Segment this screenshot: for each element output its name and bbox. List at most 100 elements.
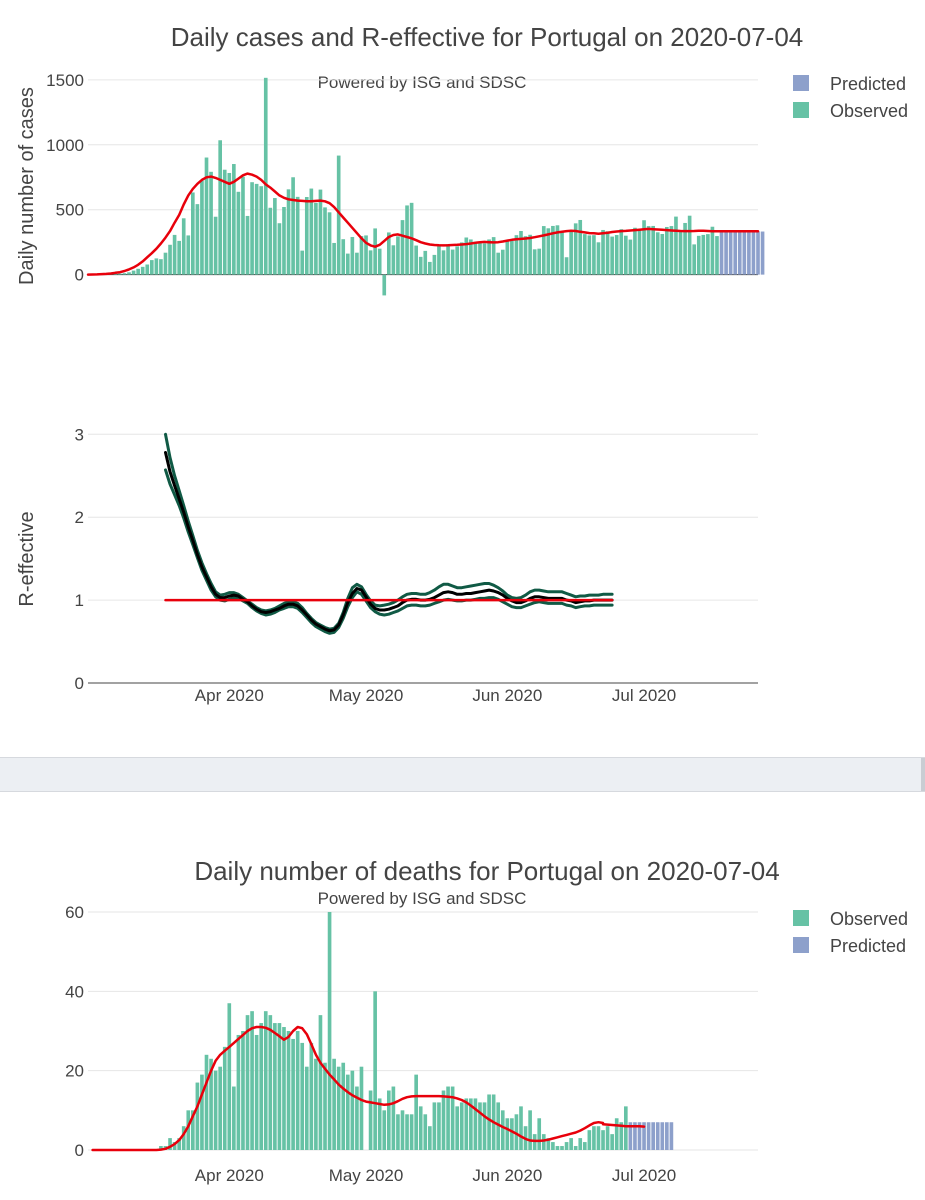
observed-bar <box>469 1098 473 1150</box>
predicted-bar <box>756 231 760 275</box>
observed-bar <box>418 1106 423 1150</box>
observed-bar <box>619 229 624 275</box>
observed-bar <box>605 231 610 275</box>
observed-bar <box>669 226 674 275</box>
legend-predicted-swatch[interactable] <box>793 937 809 953</box>
observed-bar <box>309 1042 314 1150</box>
observed-bar <box>327 212 332 275</box>
observed-bar <box>314 1058 318 1150</box>
x-tick-label: Apr 2020 <box>195 686 264 705</box>
legend-observed-label[interactable]: Observed <box>830 909 908 929</box>
observed-bar <box>304 196 309 275</box>
observed-bar <box>318 189 323 275</box>
y-tick-label: 60 <box>65 903 84 922</box>
observed-bar <box>350 236 355 275</box>
observed-bar <box>496 1102 501 1150</box>
observed-bar <box>391 1086 396 1150</box>
observed-bar <box>373 228 377 275</box>
r-x-ticks: Apr 2020 May 2020 Jun 2020 Jul 2020 <box>195 686 676 705</box>
observed-bar <box>651 225 655 275</box>
x-tick-label: Jun 2020 <box>472 1166 542 1185</box>
observed-bar <box>382 274 387 296</box>
observed-bar <box>628 239 633 275</box>
observed-bar <box>232 164 236 275</box>
observed-bar <box>683 222 687 275</box>
observed-bar <box>414 1074 418 1150</box>
observed-bar <box>646 226 651 275</box>
observed-bar <box>341 239 346 275</box>
legend-observed-swatch[interactable] <box>793 102 809 118</box>
observed-bar <box>478 1102 482 1150</box>
observed-bar <box>222 169 227 275</box>
observed-bar <box>259 1023 264 1150</box>
observed-bar <box>291 1038 295 1150</box>
legend-predicted-swatch[interactable] <box>793 75 809 91</box>
observed-bar <box>573 223 578 275</box>
observed-bar <box>236 191 241 275</box>
legend-observed-swatch[interactable] <box>793 910 809 926</box>
observed-bar <box>227 1003 232 1150</box>
smoothed-cases-line <box>86 172 719 276</box>
deaths-chart-subtitle: Powered by ISG and SDSC <box>318 889 527 908</box>
observed-bar <box>195 1082 200 1150</box>
observed-bar <box>254 183 259 275</box>
predicted-smoothed-deaths-line <box>601 1122 646 1128</box>
observed-bar <box>227 172 232 275</box>
predicted-bar <box>642 1122 646 1150</box>
predicted-bar <box>665 1122 669 1150</box>
legend-observed-label[interactable]: Observed <box>830 101 908 121</box>
observed-bar <box>514 1114 519 1150</box>
observed-bar <box>400 1110 405 1150</box>
x-tick-label: Apr 2020 <box>195 1166 264 1185</box>
cases-y-ticks: 0 500 1000 1500 <box>46 71 84 285</box>
y-tick-label: 0 <box>75 266 84 285</box>
observed-bar <box>364 235 368 275</box>
observed-bar <box>386 1090 391 1150</box>
observed-bar <box>345 1074 350 1150</box>
observed-bar <box>177 240 181 275</box>
smoothed-deaths-line <box>91 1025 605 1152</box>
observed-bar <box>218 140 222 275</box>
y-tick-label: 20 <box>65 1062 84 1081</box>
observed-bar <box>614 1118 619 1150</box>
predicted-bar <box>669 1122 674 1150</box>
observed-bar <box>678 230 683 275</box>
observed-bar <box>687 215 692 275</box>
observed-bar <box>450 249 455 275</box>
observed-bar <box>696 235 701 275</box>
observed-bar <box>405 1114 409 1150</box>
observed-bar <box>373 991 377 1150</box>
observed-bar <box>464 1098 469 1150</box>
observed-bar <box>277 223 282 275</box>
observed-bar <box>355 1086 359 1150</box>
deaths-legend[interactable]: Observed Predicted <box>793 909 908 956</box>
observed-bar <box>172 234 177 275</box>
observed-bar <box>624 235 628 275</box>
observed-bar <box>578 1138 583 1150</box>
observed-bar <box>177 1138 181 1150</box>
observed-bar <box>409 1114 414 1150</box>
observed-bar <box>441 250 446 275</box>
observed-bar <box>473 1098 478 1150</box>
cases-legend[interactable]: Predicted Observed <box>793 74 908 121</box>
scrollbar-track[interactable] <box>921 758 925 791</box>
cases-smoothed-line <box>86 172 760 276</box>
observed-bar <box>555 1146 560 1150</box>
observed-bar <box>241 176 245 275</box>
observed-bar <box>204 157 209 275</box>
observed-bar <box>295 196 300 275</box>
predicted-bar <box>628 1122 633 1150</box>
deaths-x-ticks: Apr 2020 May 2020 Jun 2020 Jul 2020 <box>195 1166 676 1185</box>
observed-bar <box>610 236 614 275</box>
observed-bar <box>209 171 213 275</box>
observed-bar <box>537 248 542 275</box>
observed-bar <box>523 236 528 275</box>
observed-bar <box>263 1011 268 1150</box>
observed-bar <box>564 257 569 275</box>
observed-bar <box>551 1142 555 1150</box>
observed-bar <box>396 236 400 275</box>
observed-bar <box>582 234 587 275</box>
legend-predicted-label[interactable]: Predicted <box>830 936 906 956</box>
cases-chart-title: Daily cases and R-effective for Portugal… <box>171 22 804 52</box>
legend-predicted-label[interactable]: Predicted <box>830 74 906 94</box>
